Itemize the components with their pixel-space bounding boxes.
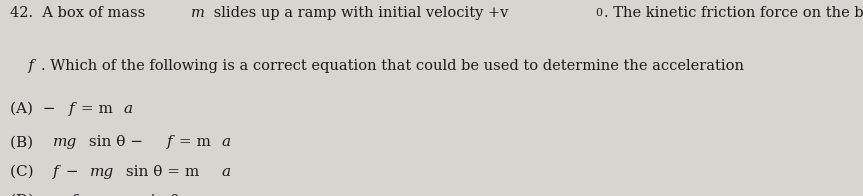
Text: f: f: [167, 135, 172, 149]
Text: 0: 0: [595, 8, 602, 18]
Text: −: −: [78, 194, 100, 196]
Text: . The kinetic friction force on the box has magnitude: . The kinetic friction force on the box …: [604, 6, 863, 20]
Text: a: a: [221, 135, 230, 149]
Text: slides up a ramp with initial velocity +v: slides up a ramp with initial velocity +…: [209, 6, 508, 20]
Text: 42.  A box of mass: 42. A box of mass: [10, 6, 150, 20]
Text: f: f: [69, 102, 75, 116]
Text: mg: mg: [107, 194, 131, 196]
Text: m: m: [191, 6, 205, 20]
Text: mg: mg: [90, 165, 114, 179]
Text: = m: = m: [173, 135, 211, 149]
Text: (B): (B): [10, 135, 43, 149]
Text: a: a: [124, 102, 133, 116]
Text: sin θ −: sin θ −: [84, 135, 148, 149]
Text: (A)  −: (A) −: [10, 102, 56, 116]
Text: f: f: [10, 59, 35, 73]
Text: f: f: [71, 194, 76, 196]
Text: sin θ = m: sin θ = m: [138, 194, 217, 196]
Text: f: f: [54, 165, 59, 179]
Text: a: a: [239, 194, 249, 196]
Text: (D)  −: (D) −: [10, 194, 57, 196]
Text: mg: mg: [53, 135, 77, 149]
Text: sin θ = m: sin θ = m: [121, 165, 199, 179]
Text: . Which of the following is a correct equation that could be used to determine t: . Which of the following is a correct eq…: [41, 59, 749, 73]
Text: (C): (C): [10, 165, 44, 179]
Text: −: −: [60, 165, 83, 179]
Text: a: a: [222, 165, 231, 179]
Text: = m: = m: [76, 102, 113, 116]
